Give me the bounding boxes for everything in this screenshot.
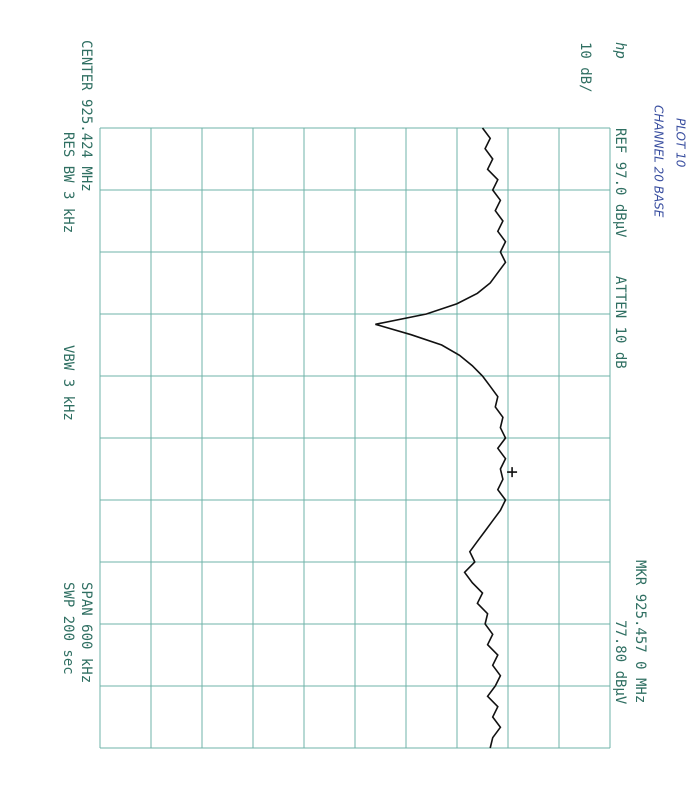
span-label: SPAN 600 kHz	[78, 582, 94, 683]
channel-note: CHANNEL 20 BASE	[652, 105, 666, 218]
sweep-label: SWP 200 sec	[60, 582, 76, 675]
res-bw-label: RES BW 3 kHz	[60, 132, 76, 233]
scale-label: 10 dB/	[577, 42, 593, 93]
marker	[507, 467, 518, 478]
marker-freq-label: MKR 925.457 0 MHz	[632, 560, 648, 703]
logo: hp	[612, 42, 628, 59]
ref-label: REF 97.0 dBµV	[612, 128, 628, 238]
trace	[375, 127, 507, 749]
vbw-label: VBW 3 kHz	[60, 345, 76, 421]
marker-level-label: 77.80 dBµV	[612, 620, 628, 705]
center-label: CENTER 925.424 MHz	[78, 40, 94, 192]
atten-label: ATTEN 10 dB	[612, 276, 628, 369]
plot-note: PLOT 10	[674, 118, 688, 168]
